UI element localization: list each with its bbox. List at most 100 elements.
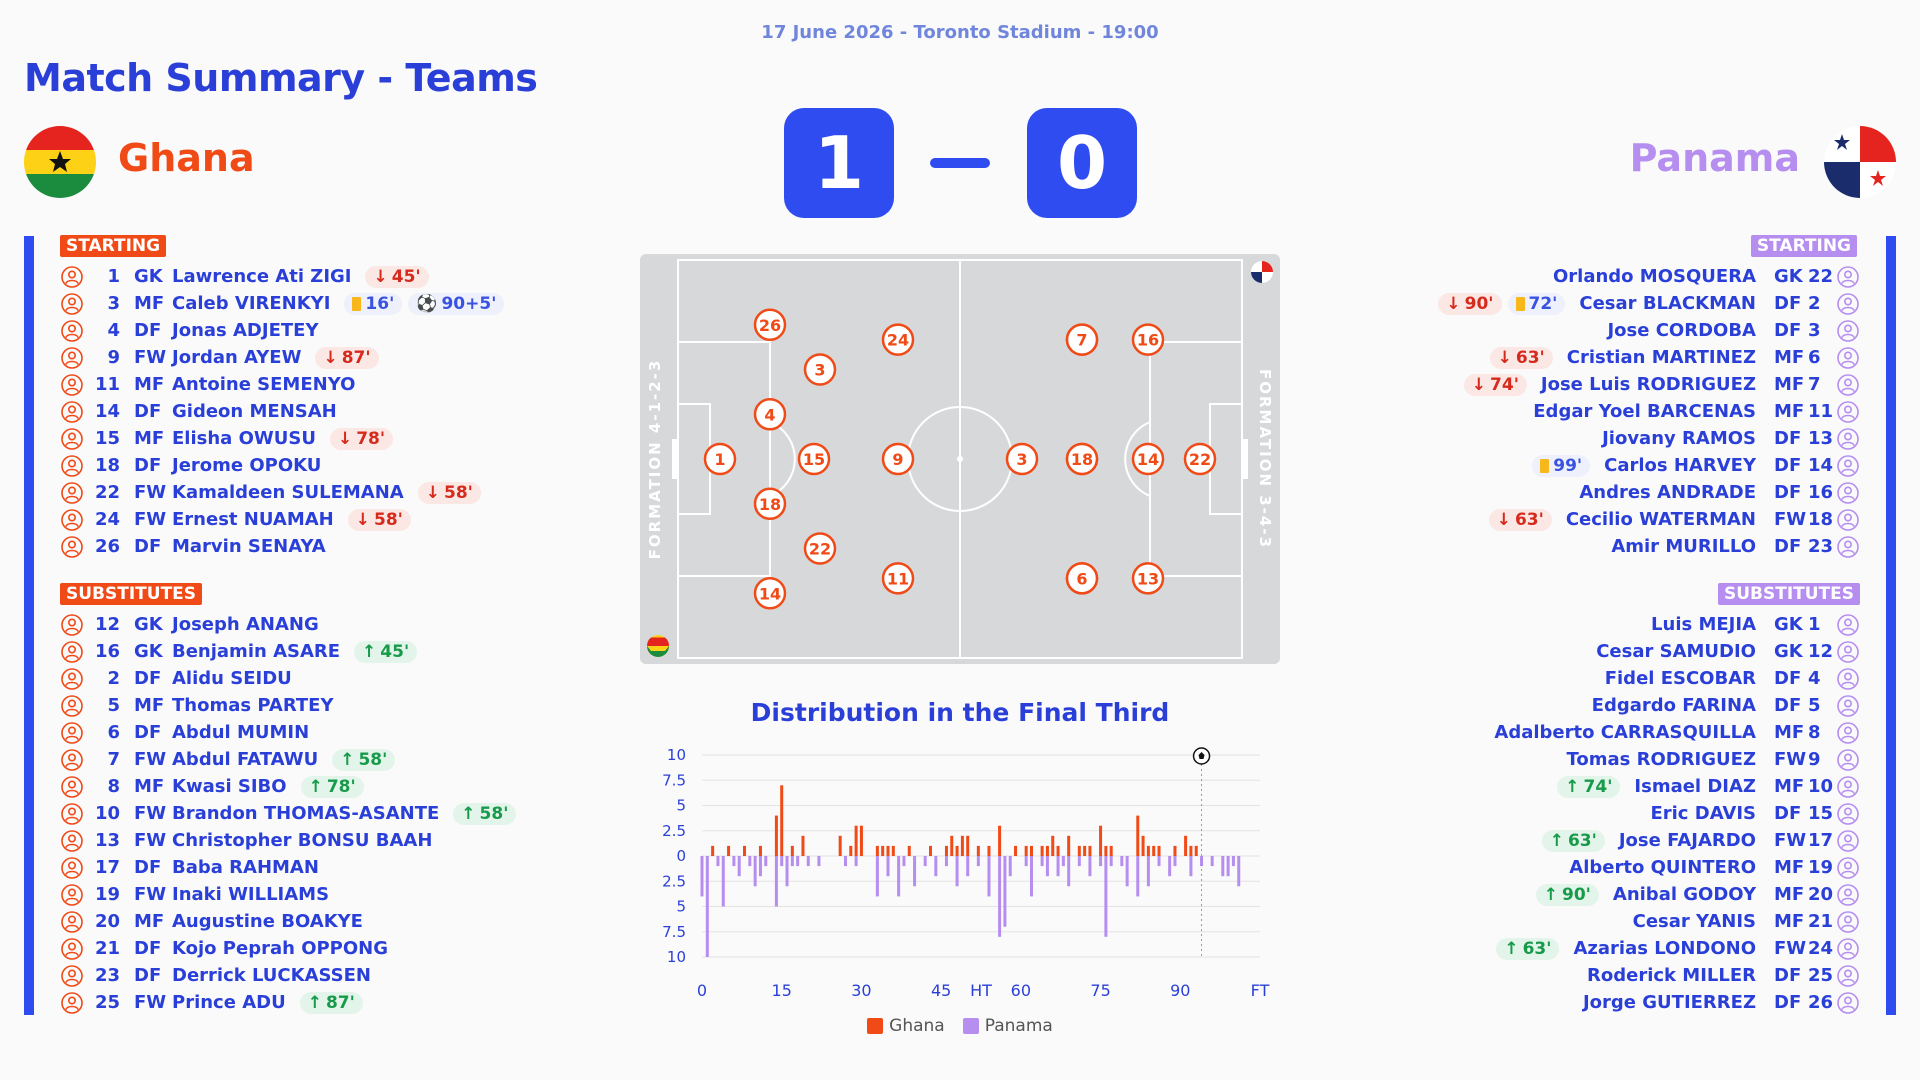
player-position: FW (134, 509, 167, 530)
player-position: FW (1774, 830, 1807, 851)
arrow-down-icon: ↓ (1496, 509, 1511, 530)
player-row: 13 FW Christopher BONSU BAAH (60, 827, 446, 854)
player-position: MF (1774, 776, 1805, 797)
arrow-down-icon: ↓ (1446, 293, 1461, 314)
bar-panama (1056, 856, 1060, 877)
player-events: ↓ 58' (417, 481, 481, 504)
player-row: Edgar Yoel BARCENAS MF 11 (1519, 398, 1860, 425)
player-position: DF (1774, 320, 1802, 341)
bar-panama (998, 856, 1002, 937)
event-in: ↑ 63' (1541, 829, 1605, 852)
bar-ghana (859, 825, 863, 856)
legend-label-panama: Panama (984, 1016, 1053, 1036)
bar-panama (1189, 856, 1193, 877)
player-position: MF (134, 911, 165, 932)
score-separator (930, 158, 990, 168)
player-number: 8 (107, 776, 120, 797)
event-minute: 72' (1528, 293, 1558, 314)
player-name: Eric DAVIS (1650, 803, 1756, 824)
arrow-up-icon: ↑ (461, 803, 476, 824)
event-minute: 90' (1464, 293, 1494, 314)
player-name: Roderick MILLER (1587, 965, 1756, 986)
player-avatar-icon (1836, 265, 1860, 289)
formation-pitch: FORMATION 4-1-2-3 FORMATION 3-4-3 1 26 4 18 14… (640, 254, 1280, 664)
bar-ghana (1146, 845, 1150, 856)
player-events: ↑ 58' (453, 802, 517, 825)
y-tick-label: 10 (667, 948, 686, 966)
away-starting-label: STARTING (1750, 235, 1857, 257)
player-number: 5 (107, 695, 120, 716)
marker-circle (803, 532, 837, 565)
pitch-player-marker: 16 (1131, 323, 1165, 356)
marker-number: 4 (764, 405, 775, 424)
event-minute: 63' (1515, 347, 1545, 368)
event-goal: ⚽ 90+5' (408, 292, 505, 315)
bar-panama (774, 856, 778, 907)
marker-number: 3 (814, 361, 825, 380)
player-avatar-icon (60, 535, 84, 559)
marker-circle (703, 442, 737, 476)
player-number: 13 (94, 830, 120, 851)
bar-panama (700, 856, 704, 897)
player-number: 20 (1808, 884, 1834, 905)
event-out: ↓ 58' (347, 508, 411, 531)
away-substitutes-label: SUBSTITUTES (1717, 583, 1860, 605)
bar-panama (1168, 856, 1172, 877)
arrow-down-icon: ↓ (355, 509, 370, 530)
player-name: Christopher BONSU BAAH (172, 830, 433, 851)
player-name: Cristian MARTINEZ (1566, 347, 1756, 368)
bar-panama (1008, 856, 1012, 877)
bar-panama (1237, 856, 1241, 887)
bar-ghana (1173, 845, 1177, 856)
bar-ghana (960, 835, 964, 856)
legend-swatch-panama (962, 1018, 979, 1034)
player-number: 23 (94, 965, 120, 986)
player-name: Jonas ADJETEY (172, 320, 319, 341)
bar-ghana (1077, 845, 1081, 856)
player-row: Alberto QUINTERO MF 19 (1555, 854, 1860, 881)
player-number: 1 (1808, 614, 1821, 635)
player-position: MF (134, 428, 165, 449)
bar-panama (1040, 856, 1044, 867)
player-number: 24 (1808, 938, 1834, 959)
player-avatar-icon (1836, 613, 1860, 637)
player-row: Roderick MILLER DF 25 (1573, 962, 1860, 989)
player-row: Luis MEJIA GK 1 (1637, 611, 1860, 638)
bar-panama (1136, 856, 1140, 897)
player-row: Adalberto CARRASQUILLA MF 8 (1480, 719, 1860, 746)
player-number: 10 (1808, 776, 1834, 797)
player-number: 3 (107, 293, 120, 314)
player-name: Andres ANDRADE (1579, 482, 1756, 503)
player-position: DF (1774, 482, 1802, 503)
bar-ghana (875, 845, 879, 856)
player-row: 11 MF Antoine SEMENYO (60, 371, 369, 398)
player-name: Elisha OWUSU (172, 428, 316, 449)
player-events: 16' ⚽ 90+5' (344, 292, 505, 315)
player-avatar-icon (1836, 508, 1860, 532)
player-avatar-icon (1836, 667, 1860, 691)
event-minute: 45' (380, 641, 410, 662)
bar-ghana (1014, 845, 1018, 856)
player-name: Orlando MOSQUERA (1552, 266, 1756, 287)
player-number: 26 (1808, 992, 1834, 1013)
away-team-name: Panama (1629, 136, 1800, 180)
player-avatar-icon (60, 481, 84, 505)
player-name: Alidu SEIDU (172, 668, 292, 689)
player-number: 17 (94, 857, 120, 878)
pitch-player-marker: 15 (797, 442, 831, 476)
player-position: FW (134, 347, 167, 368)
bar-panama (758, 856, 762, 877)
event-yellow: 16' (344, 292, 403, 315)
player-avatar-icon (60, 265, 84, 289)
player-avatar-icon (60, 346, 84, 370)
player-name: Brandon THOMAS-ASANTE (172, 803, 440, 824)
player-number: 9 (1808, 749, 1821, 770)
player-name: Kamaldeen SULEMANA (172, 482, 404, 503)
player-row: Jiovany RAMOS DF 13 (1588, 425, 1860, 452)
bar-panama (1200, 856, 1204, 867)
player-name: Thomas PARTEY (172, 695, 334, 716)
player-avatar-icon (60, 613, 84, 637)
player-number: 21 (94, 938, 120, 959)
bar-ghana (1051, 835, 1055, 856)
marker-number: 24 (887, 331, 909, 350)
